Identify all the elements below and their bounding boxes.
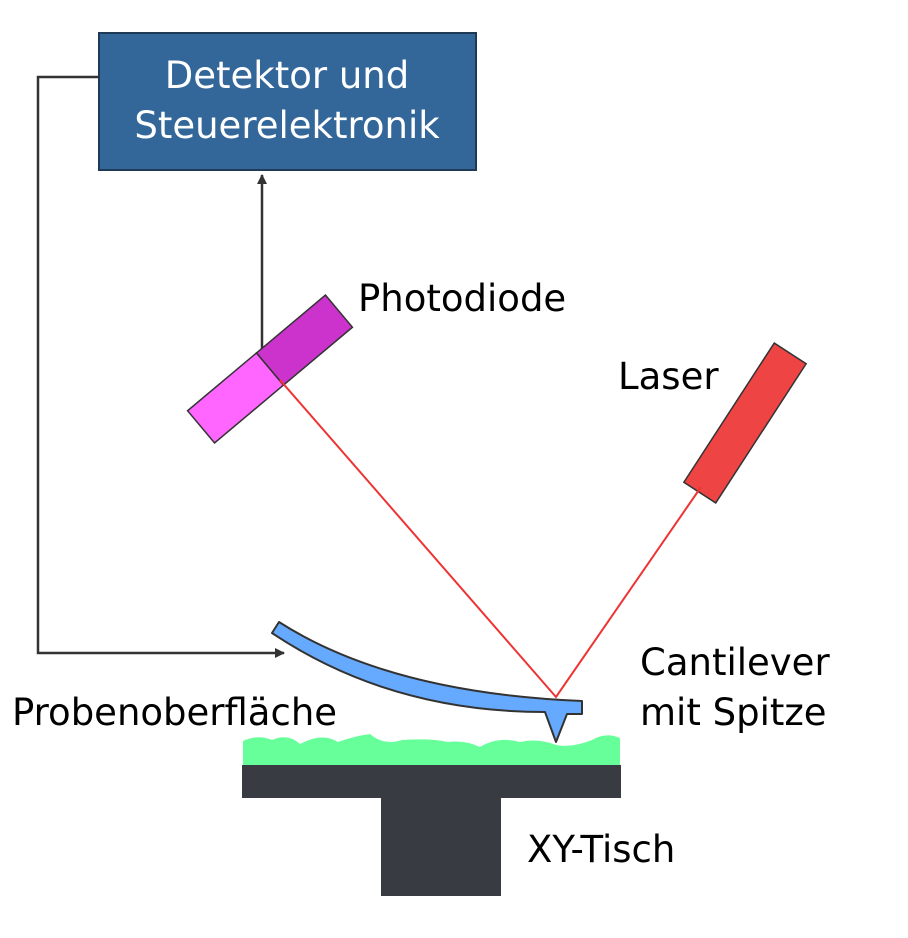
stage-column — [381, 798, 501, 896]
feedback-line — [36, 75, 285, 658]
stage-label: XY-Tisch — [527, 828, 675, 871]
photodiode-label: Photodiode — [358, 277, 566, 320]
controller-label-line1: Detektor und — [165, 54, 409, 97]
laser — [682, 342, 808, 504]
controller-label-line2: Steuerelektronik — [134, 104, 440, 147]
laser-body — [682, 342, 808, 504]
cantilever — [271, 621, 583, 743]
photodiode-segment-dark — [255, 294, 354, 387]
laser-label: Laser — [618, 355, 719, 398]
sample-surface-label: Probenoberfläche — [12, 691, 337, 734]
photodiode — [186, 294, 354, 444]
sample-surface — [243, 734, 620, 765]
laser-beam — [279, 379, 702, 699]
stage-top — [242, 765, 621, 798]
controller-box — [98, 32, 477, 171]
cantilever-label-line1: Cantilever — [640, 641, 830, 684]
cantilever-label-line2: mit Spitze — [640, 691, 827, 734]
